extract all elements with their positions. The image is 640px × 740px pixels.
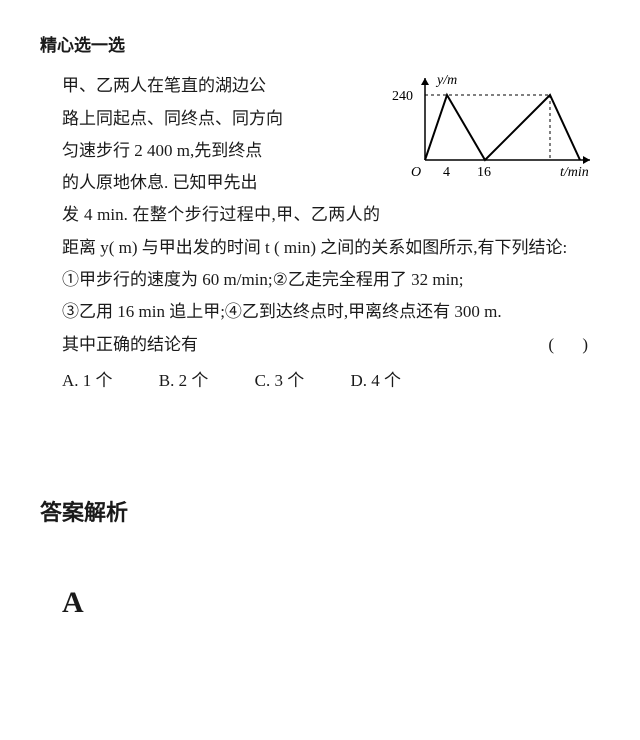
problem-line-5: 发 4 min. 在整个步行过程中,甲、乙两人的距离 y( m) 与甲出发的时间… — [62, 199, 600, 264]
options-row: A. 1 个 B. 2 个 C. 3 个 D. 4 个 — [62, 365, 600, 397]
answer-blank: ( ) — [548, 329, 600, 361]
option-b[interactable]: B. 2 个 — [159, 365, 209, 397]
answer-heading: 答案解析 — [40, 492, 600, 534]
problem-line-6: ①甲步行的速度为 60 m/min;②乙走完全程用了 32 min; — [62, 264, 600, 296]
svg-text:y/m: y/m — [435, 73, 457, 88]
problem-line-8: 其中正确的结论有 ( ) — [62, 329, 600, 361]
option-a[interactable]: A. 1 个 — [62, 365, 113, 397]
option-c[interactable]: C. 3 个 — [255, 365, 305, 397]
conclusion-stem: 其中正确的结论有 — [62, 335, 198, 354]
svg-text:240: 240 — [392, 89, 413, 104]
option-d[interactable]: D. 4 个 — [350, 365, 401, 397]
problem-body: y/m240O416t/min 甲、乙两人在笔直的湖边公 路上同起点、同终点、同… — [40, 70, 600, 397]
svg-text:O: O — [411, 165, 421, 180]
answer-letter: A — [40, 574, 600, 631]
distance-time-chart: y/m 240 O 4 16 t/min — [390, 70, 600, 206]
svg-text:16: 16 — [477, 165, 491, 180]
problem-line-7: ③乙用 16 min 追上甲;④乙到达终点时,甲离终点还有 300 m. — [62, 296, 600, 328]
svg-text:t/min: t/min — [560, 165, 589, 180]
svg-text:4: 4 — [443, 165, 450, 180]
section-title: 精心选一选 — [40, 30, 600, 62]
